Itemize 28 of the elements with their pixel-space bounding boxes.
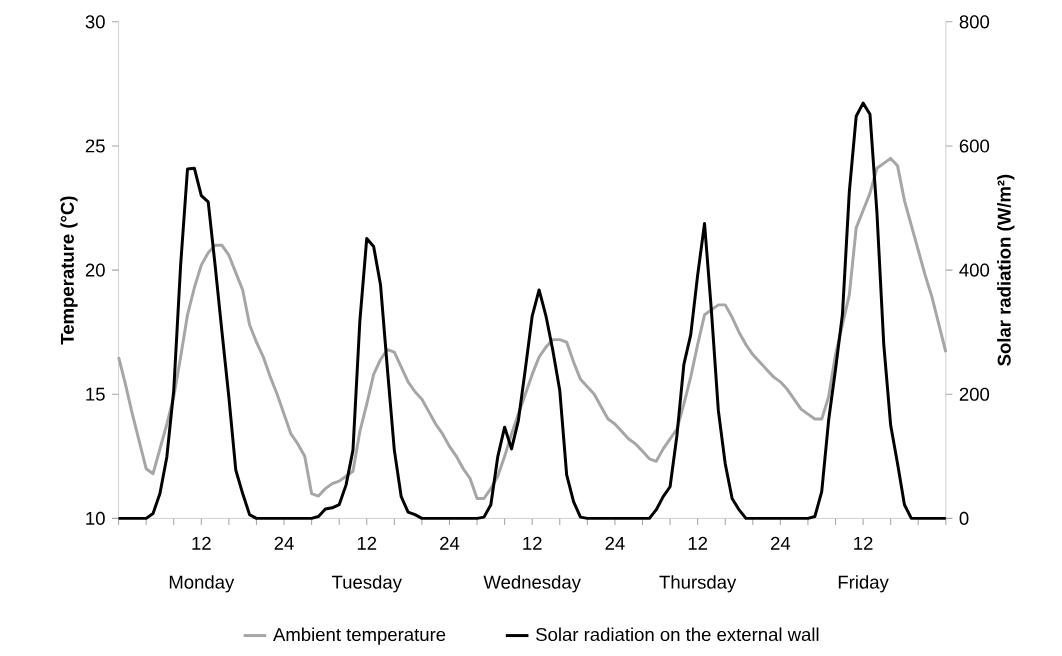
y-axis-title: Temperature (°C) bbox=[60, 196, 78, 345]
x-tick-label: 24 bbox=[771, 536, 791, 550]
y-tick-label: 20 bbox=[85, 263, 105, 277]
y-tick-label: 10 bbox=[86, 511, 105, 525]
legend-label: Ambient temperature bbox=[273, 627, 446, 645]
x-tick-label: 24 bbox=[440, 536, 460, 550]
y2-tick-label: 200 bbox=[959, 387, 990, 401]
x-tick-label: 12 bbox=[523, 536, 542, 550]
x-tick-label: 12 bbox=[357, 536, 377, 550]
text: Thursday bbox=[659, 574, 737, 593]
y2-tick-label: 600 bbox=[959, 139, 990, 153]
x-tick-label: 12 bbox=[854, 536, 873, 550]
y2-tick-label: 800 bbox=[959, 15, 990, 29]
text: Monday bbox=[169, 574, 235, 593]
text: Friday bbox=[838, 574, 889, 593]
x-tick-label: 12 bbox=[192, 536, 211, 550]
y2-axis-title: Solar radiation (W/m²) bbox=[997, 174, 1015, 366]
x-tick-label: 12 bbox=[688, 536, 708, 550]
legend-label: Solar radiation on the external wall bbox=[536, 627, 819, 641]
y-tick-label: 15 bbox=[86, 387, 105, 401]
y-tick-label: 25 bbox=[85, 139, 105, 153]
y-tick-label: 30 bbox=[85, 15, 105, 29]
text: Wednesday bbox=[483, 574, 581, 593]
x-tick-label: 24 bbox=[274, 536, 294, 550]
text: Tuesday bbox=[331, 574, 402, 593]
y2-tick-label: 400 bbox=[959, 263, 990, 277]
x-tick-label: 24 bbox=[605, 536, 625, 550]
y2-tick-label: 0 bbox=[959, 511, 969, 525]
